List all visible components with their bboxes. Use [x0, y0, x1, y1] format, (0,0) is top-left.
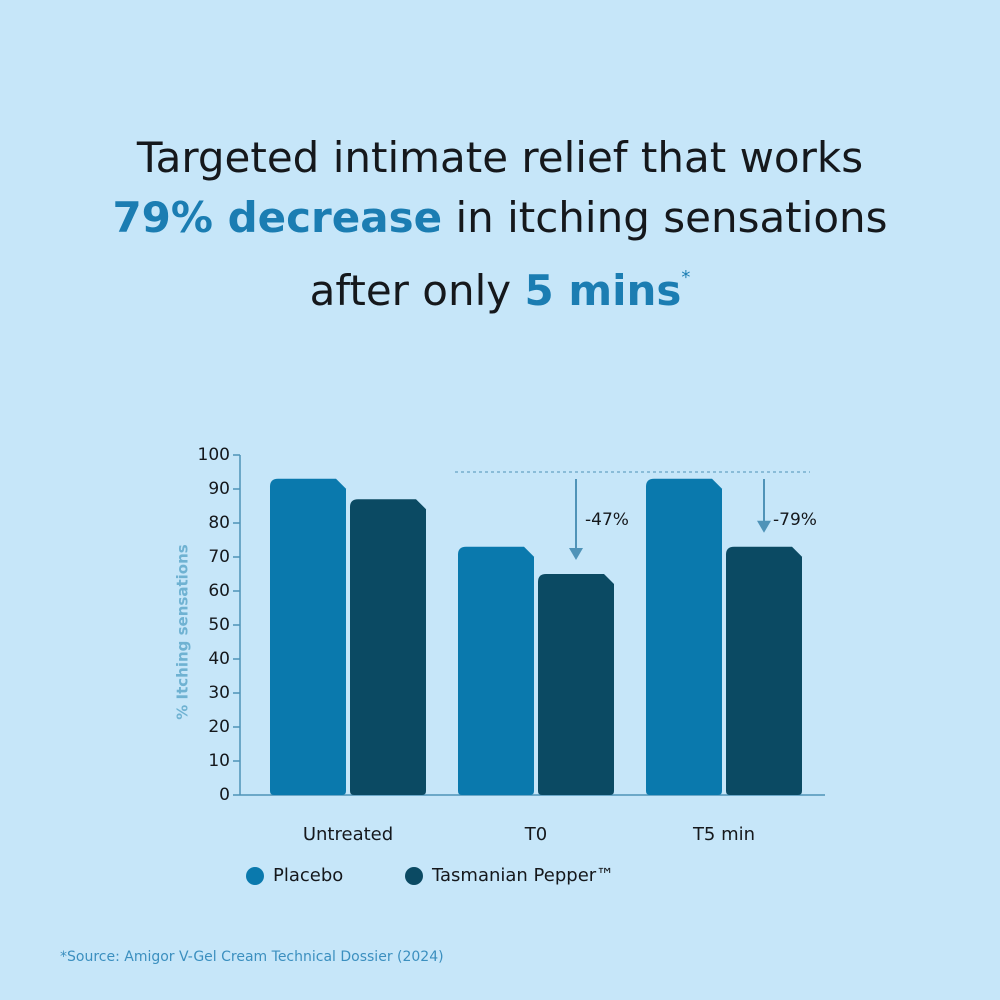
legend-label: Placebo	[273, 865, 343, 886]
y-tick-label: 100	[198, 445, 230, 465]
y-axis-label: % Itching sensations	[174, 544, 192, 719]
x-tick-label: T0	[524, 824, 547, 845]
y-tick-label: 30	[208, 683, 230, 703]
headline-line: after only 5 mins*	[0, 248, 1000, 321]
y-tick-label: 20	[208, 717, 230, 737]
headline-highlight: 79% decrease	[112, 193, 443, 242]
y-tick-label: 60	[208, 581, 230, 601]
annotation: -47%	[585, 510, 629, 530]
legend-label: Tasmanian Pepper™	[431, 865, 614, 886]
legend-swatch	[405, 867, 423, 885]
y-tick-label: 40	[208, 649, 230, 669]
annotation: -79%	[773, 510, 817, 530]
headline-text: Targeted intimate relief that works	[136, 133, 864, 182]
footnote-mark: *	[681, 267, 691, 288]
y-tick-label: 90	[208, 479, 230, 499]
headline-line: 79% decrease in itching sensations	[0, 188, 1000, 248]
x-tick-label: Untreated	[303, 824, 393, 845]
arrow-head	[757, 520, 771, 533]
headline-line: Targeted intimate relief that works	[0, 128, 1000, 188]
headline-highlight: 5 mins	[524, 266, 682, 315]
y-tick-label: 10	[208, 751, 230, 771]
headline-text: after only	[309, 266, 512, 315]
legend-swatch	[246, 867, 264, 885]
headline-text: in itching sensations	[455, 193, 888, 242]
bar	[350, 499, 426, 795]
arrow-head	[569, 548, 583, 560]
bar	[726, 546, 802, 795]
x-tick-label: T5 min	[692, 824, 755, 845]
y-tick-label: 80	[208, 513, 230, 533]
y-tick-label: 70	[208, 547, 230, 567]
source-note: *Source: Amigor V-Gel Cream Technical Do…	[60, 949, 444, 965]
bar	[538, 574, 614, 795]
headline: Targeted intimate relief that works 79% …	[0, 128, 1000, 321]
y-tick-label: 0	[219, 785, 230, 805]
y-tick-label: 50	[208, 615, 230, 635]
bar	[646, 478, 722, 795]
bar	[270, 478, 346, 795]
bar	[458, 546, 534, 795]
